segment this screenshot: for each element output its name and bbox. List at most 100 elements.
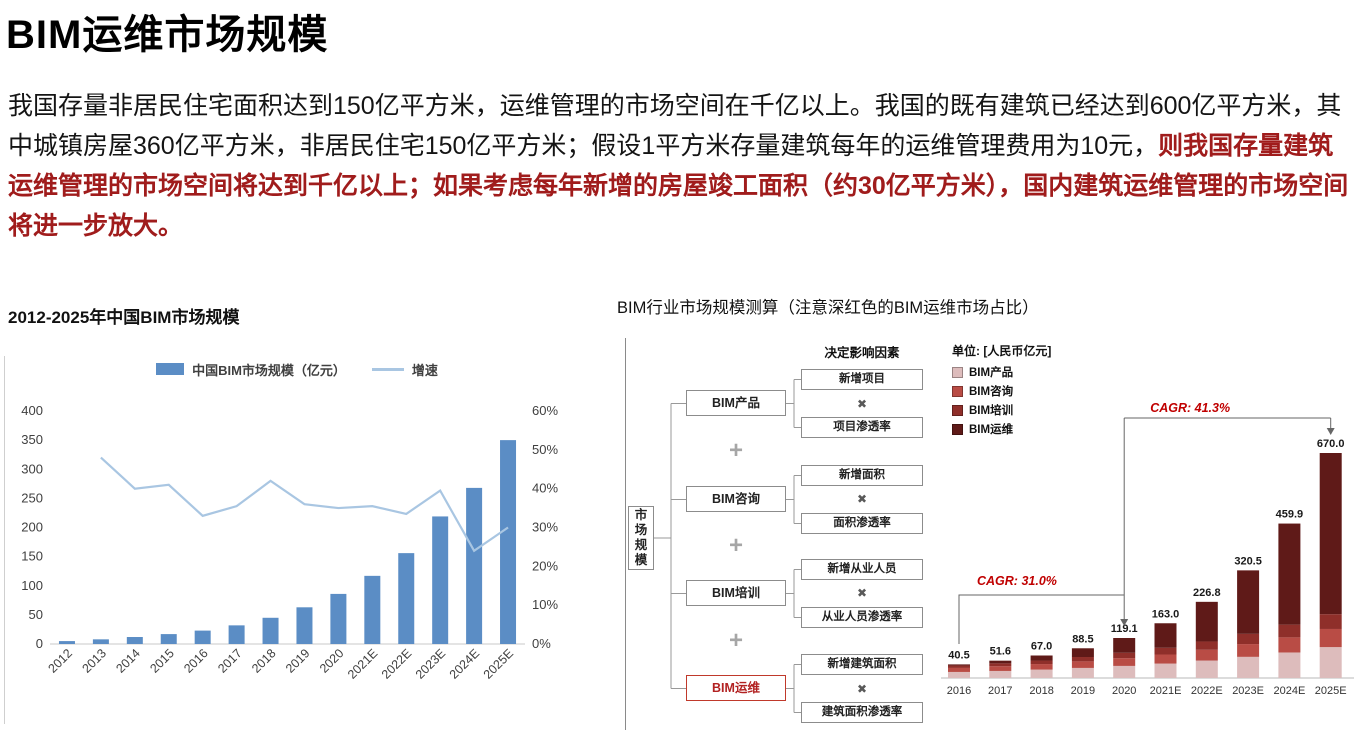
svg-text:150: 150 (21, 549, 43, 564)
legend-item-bim-product: BIM产品 (952, 364, 1051, 380)
svg-text:2018: 2018 (1029, 685, 1053, 697)
right-figure-title: BIM行业市场规模测算（注意深红色的BIM运维市场占比） (617, 299, 1039, 317)
multiply-icon: ✖ (856, 586, 868, 600)
svg-text:2022E: 2022E (1191, 685, 1223, 697)
svg-text:2023E: 2023E (1232, 685, 1264, 697)
legend-label: BIM培训 (969, 405, 1014, 417)
svg-text:100: 100 (21, 578, 43, 593)
plus-icon: + (728, 627, 743, 654)
svg-text:CAGR: 41.3%: CAGR: 41.3% (1150, 401, 1230, 415)
line-series-label: 增速 (411, 362, 438, 378)
svg-text:320.5: 320.5 (1234, 555, 1262, 567)
factor-box: 新增从业人员 (801, 559, 923, 580)
svg-text:30%: 30% (532, 520, 558, 535)
factor-box: 项目渗透率 (801, 417, 923, 438)
svg-text:2016: 2016 (181, 646, 211, 676)
category-box-bim-consulting: BIM咨询 (686, 486, 786, 512)
svg-text:350: 350 (21, 432, 43, 447)
bar-line-chart-canvas: 400 350 300 250 200 150 100 50 0 60% 50% 40% 30% 20% 1… (21, 403, 558, 682)
svg-text:2017: 2017 (988, 685, 1012, 697)
svg-text:2025E: 2025E (1315, 685, 1347, 697)
svg-text:2016: 2016 (947, 685, 971, 697)
market-estimation-figure: 决定影响因素 市场规模 BIM产品 新增项目 ✖ 项目渗透率 + BIM咨询 新… (625, 338, 1358, 730)
svg-text:50%: 50% (532, 442, 558, 457)
svg-text:163.0: 163.0 (1152, 608, 1180, 620)
svg-text:0%: 0% (532, 636, 551, 651)
legend-swatch (952, 366, 963, 378)
svg-text:51.6: 51.6 (990, 646, 1011, 658)
bar-series-label: 中国BIM市场规模（亿元） (192, 362, 346, 378)
svg-text:2015: 2015 (147, 646, 177, 676)
svg-text:226.8: 226.8 (1193, 587, 1221, 599)
svg-text:300: 300 (21, 461, 43, 476)
legend-item-bim-training: BIM培训 (952, 402, 1051, 418)
left-chart-title: 2012-2025年中国BIM市场规模 (8, 308, 240, 327)
multiply-icon: ✖ (856, 397, 868, 411)
factor-box: 新增建筑面积 (801, 654, 923, 675)
bim-market-size-chart: 中国BIM市场规模（亿元） 增速 400 350 300 250 200 150 100 50… (4, 356, 589, 724)
factor-box: 从业人员渗透率 (801, 607, 923, 628)
root-node-label: 市场规模 (634, 508, 648, 567)
plus-icon: + (728, 437, 743, 464)
svg-text:50: 50 (29, 607, 43, 622)
svg-text:2013: 2013 (79, 646, 109, 676)
legend-item-bim-consulting: BIM咨询 (952, 383, 1051, 399)
svg-text:400: 400 (21, 403, 43, 418)
svg-text:10%: 10% (532, 597, 558, 612)
bar-series-swatch (156, 363, 185, 375)
page-title: BIM运维市场规模 (6, 13, 329, 57)
legend-item-bim-operations: BIM运维 (952, 421, 1051, 437)
diagram-connector-lines (654, 379, 801, 713)
category-box-bim-operations: BIM运维 (686, 675, 786, 701)
svg-text:2020: 2020 (1112, 685, 1136, 697)
svg-text:67.0: 67.0 (1031, 641, 1052, 653)
svg-text:20%: 20% (532, 558, 558, 573)
svg-text:200: 200 (21, 520, 43, 535)
legend-label: BIM咨询 (969, 386, 1014, 398)
multiply-icon: ✖ (856, 682, 868, 696)
svg-text:2025E: 2025E (481, 646, 516, 681)
factors-header: 决定影响因素 (824, 346, 900, 360)
stacked-chart-header: 单位: [人民币亿元] BIM产品 BIM咨询 BIM培训 BIM运维 (952, 342, 1051, 437)
legend-label: BIM产品 (969, 367, 1014, 379)
svg-text:88.5: 88.5 (1072, 633, 1093, 645)
root-node-market-scale: 市场规模 (628, 506, 654, 570)
intro-paragraph: 我国存量非居民住宅面积达到150亿平方米，运维管理的市场空间在千亿以上。我国的既… (8, 86, 1355, 246)
svg-text:CAGR: 31.0%: CAGR: 31.0% (977, 574, 1057, 588)
stacked-chart-canvas: 40.5 2016 51.6 2017 67.0 2018 88.5 2019 119.1 202… (941, 401, 1354, 697)
svg-text:459.9: 459.9 (1276, 509, 1304, 521)
svg-text:2024E: 2024E (447, 646, 482, 681)
svg-text:2014: 2014 (113, 646, 143, 676)
legend-swatch (952, 385, 963, 397)
category-box-bim-product: BIM产品 (686, 390, 786, 416)
svg-text:2012: 2012 (46, 646, 76, 676)
line-series-swatch (371, 367, 404, 371)
svg-text:2023E: 2023E (413, 646, 448, 681)
stacked-bar-chart: 40.5 2016 51.6 2017 67.0 2018 88.5 2019 119.1 202… (941, 338, 1359, 730)
svg-text:2024E: 2024E (1273, 685, 1305, 697)
factor-box: 新增面积 (801, 465, 923, 486)
svg-text:60%: 60% (532, 403, 558, 418)
svg-text:250: 250 (21, 490, 43, 505)
svg-text:2021E: 2021E (1150, 685, 1182, 697)
svg-text:40.5: 40.5 (948, 649, 969, 661)
svg-text:2020: 2020 (317, 646, 347, 676)
factor-box: 建筑面积渗透率 (801, 702, 923, 723)
svg-text:2017: 2017 (215, 646, 245, 676)
svg-text:2018: 2018 (249, 646, 279, 676)
market-structure-diagram: 决定影响因素 市场规模 BIM产品 新增项目 ✖ 项目渗透率 + BIM咨询 新… (626, 338, 941, 730)
paragraph-red-highlight: 则我国存量建筑运维管理的市场空间将达到千亿以上；如果考虑每年新增的房屋竣工面积（… (8, 132, 1349, 240)
legend-swatch (952, 404, 963, 416)
category-box-bim-training: BIM培训 (686, 580, 786, 606)
svg-text:40%: 40% (532, 481, 558, 496)
svg-text:0: 0 (36, 636, 43, 651)
legend-swatch (952, 423, 963, 435)
svg-text:119.1: 119.1 (1111, 623, 1138, 635)
legend-label: BIM运维 (969, 424, 1014, 436)
svg-text:2019: 2019 (1071, 685, 1095, 697)
plus-icon: + (728, 532, 743, 559)
factor-box: 面积渗透率 (801, 513, 923, 534)
multiply-icon: ✖ (856, 492, 868, 506)
svg-text:2021E: 2021E (345, 646, 380, 681)
